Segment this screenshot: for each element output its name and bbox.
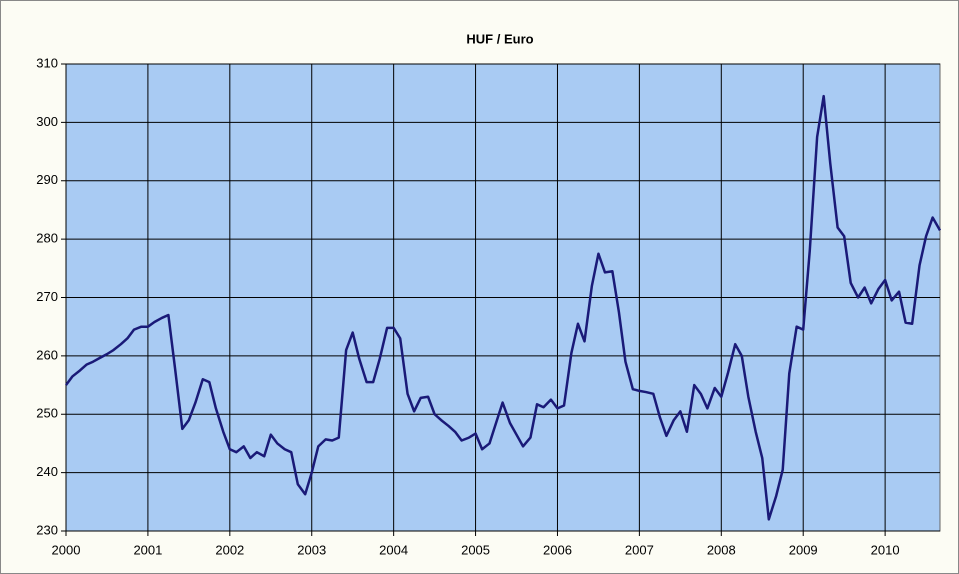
y-tick-label: 300 xyxy=(36,114,58,129)
chart-title: HUF / Euro xyxy=(466,31,533,46)
x-tick-label: 2005 xyxy=(461,542,490,557)
x-tick-label: 2001 xyxy=(133,542,162,557)
y-tick-label: 250 xyxy=(36,406,58,421)
x-tick-label: 2009 xyxy=(789,542,818,557)
x-tick-label: 2002 xyxy=(215,542,244,557)
y-tick-label: 270 xyxy=(36,289,58,304)
y-tick-label: 240 xyxy=(36,464,58,479)
x-tick-label: 2010 xyxy=(871,542,900,557)
x-tick-label: 2006 xyxy=(543,542,572,557)
x-tick-label: 2003 xyxy=(297,542,326,557)
y-tick-label: 290 xyxy=(36,172,58,187)
y-tick-label: 310 xyxy=(36,55,58,70)
y-tick-label: 280 xyxy=(36,231,58,246)
y-tick-label: 230 xyxy=(36,522,58,537)
x-tick-label: 2004 xyxy=(379,542,408,557)
x-tick-label: 2007 xyxy=(625,542,654,557)
x-tick-label: 2000 xyxy=(52,542,81,557)
line-series xyxy=(64,94,942,521)
x-tick-label: 2008 xyxy=(707,542,736,557)
y-tick-label: 260 xyxy=(36,347,58,362)
